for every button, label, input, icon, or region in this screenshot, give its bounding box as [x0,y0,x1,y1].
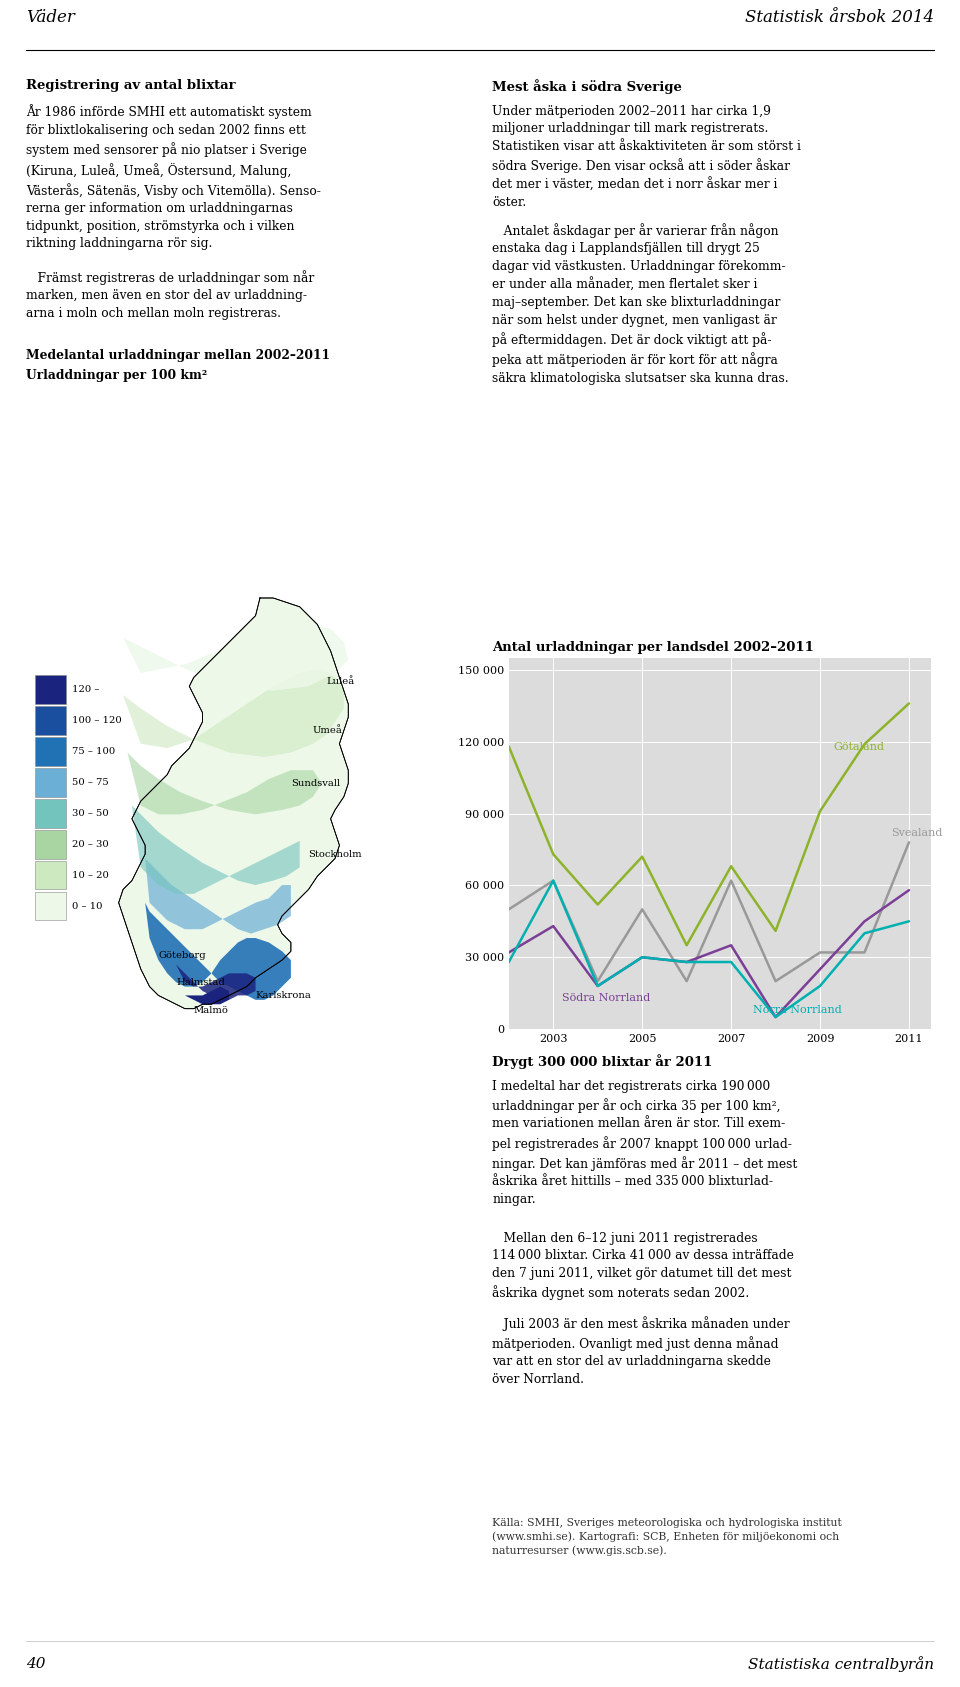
FancyBboxPatch shape [35,830,65,859]
Text: 10 – 20: 10 – 20 [72,870,109,879]
Text: Malmö: Malmö [194,1007,228,1016]
Text: Källa: SMHI, Sveriges meteorologiska och hydrologiska institut
(www.smhi.se). Ka: Källa: SMHI, Sveriges meteorologiska och… [492,1518,842,1557]
Polygon shape [123,624,348,690]
Text: Drygt 300 000 blixtar år 2011: Drygt 300 000 blixtar år 2011 [492,1054,713,1070]
Text: Antal urladdningar per landsdel 2002–2011: Antal urladdningar per landsdel 2002–201… [492,641,814,655]
FancyBboxPatch shape [35,800,65,828]
Text: Stockholm: Stockholm [308,850,362,859]
Text: Mest åska i södra Sverige: Mest åska i södra Sverige [492,79,683,94]
Text: 75 – 100: 75 – 100 [72,747,115,756]
Text: Svealand: Svealand [891,828,943,838]
Text: 120 –: 120 – [72,685,100,693]
Text: I medeltal har det registrerats cirka 190 000
urladdningar per år och cirka 35 p: I medeltal har det registrerats cirka 19… [492,1080,798,1206]
FancyBboxPatch shape [35,737,65,766]
Text: Mellan den 6–12 juni 2011 registrerades
114 000 blixtar. Cirka 41 000 av dessa i: Mellan den 6–12 juni 2011 registrerades … [492,1232,794,1299]
Polygon shape [123,668,344,757]
Text: 0 – 10: 0 – 10 [72,901,103,911]
Polygon shape [176,987,229,1004]
Text: 20 – 30: 20 – 30 [72,840,109,849]
Text: Medelantal urladdningar mellan 2002–2011: Medelantal urladdningar mellan 2002–2011 [26,349,330,363]
Text: Norra Norrland: Norra Norrland [754,1005,842,1016]
Text: Främst registreras de urladdningar som når
marken, men även en stor del av urlad: Främst registreras de urladdningar som n… [26,270,314,321]
Text: Statistiska centralbyrån: Statistiska centralbyrån [748,1657,934,1672]
FancyBboxPatch shape [35,860,65,889]
Text: Registrering av antal blixtar: Registrering av antal blixtar [26,79,235,93]
Text: Juli 2003 är den mest åskrika månaden under
mätperioden. Ovanligt med just denna: Juli 2003 är den mest åskrika månaden un… [492,1316,790,1387]
Text: 100 – 120: 100 – 120 [72,715,122,725]
Polygon shape [119,597,348,1009]
FancyBboxPatch shape [35,675,65,703]
Text: Halmstad: Halmstad [176,978,225,987]
Text: Antalet åskdagar per år varierar från någon
enstaka dag i Lapplandsfjällen till : Antalet åskdagar per år varierar från nå… [492,223,789,385]
Text: Luleå: Luleå [326,678,354,687]
Text: År 1986 införde SMHI ett automatiskt system
för blixtlokalisering och sedan 2002: År 1986 införde SMHI ett automatiskt sys… [26,105,321,250]
Polygon shape [128,752,322,815]
Text: Statistisk årsbok 2014: Statistisk årsbok 2014 [745,8,934,25]
Text: 30 – 50: 30 – 50 [72,808,109,818]
Polygon shape [176,965,255,1000]
Text: Urladdningar per 100 km²: Urladdningar per 100 km² [26,369,207,383]
Text: 50 – 75: 50 – 75 [72,778,109,786]
Text: Väder: Väder [26,8,75,25]
Text: Götaland: Götaland [833,742,884,751]
Text: Södra Norrland: Södra Norrland [563,994,651,1004]
Text: Karlskrona: Karlskrona [255,990,311,1000]
Text: Sundsvall: Sundsvall [291,779,340,788]
Polygon shape [145,859,291,933]
Text: Umeå: Umeå [313,725,343,736]
FancyBboxPatch shape [35,768,65,796]
Text: Under mätperioden 2002–2011 har cirka 1,9
miljoner urladdningar till mark regist: Under mätperioden 2002–2011 har cirka 1,… [492,105,802,209]
Text: 40: 40 [26,1657,45,1672]
Text: Göteborg: Göteborg [158,951,206,960]
Polygon shape [145,903,291,1000]
FancyBboxPatch shape [35,892,65,921]
FancyBboxPatch shape [35,707,65,736]
Polygon shape [132,806,300,894]
